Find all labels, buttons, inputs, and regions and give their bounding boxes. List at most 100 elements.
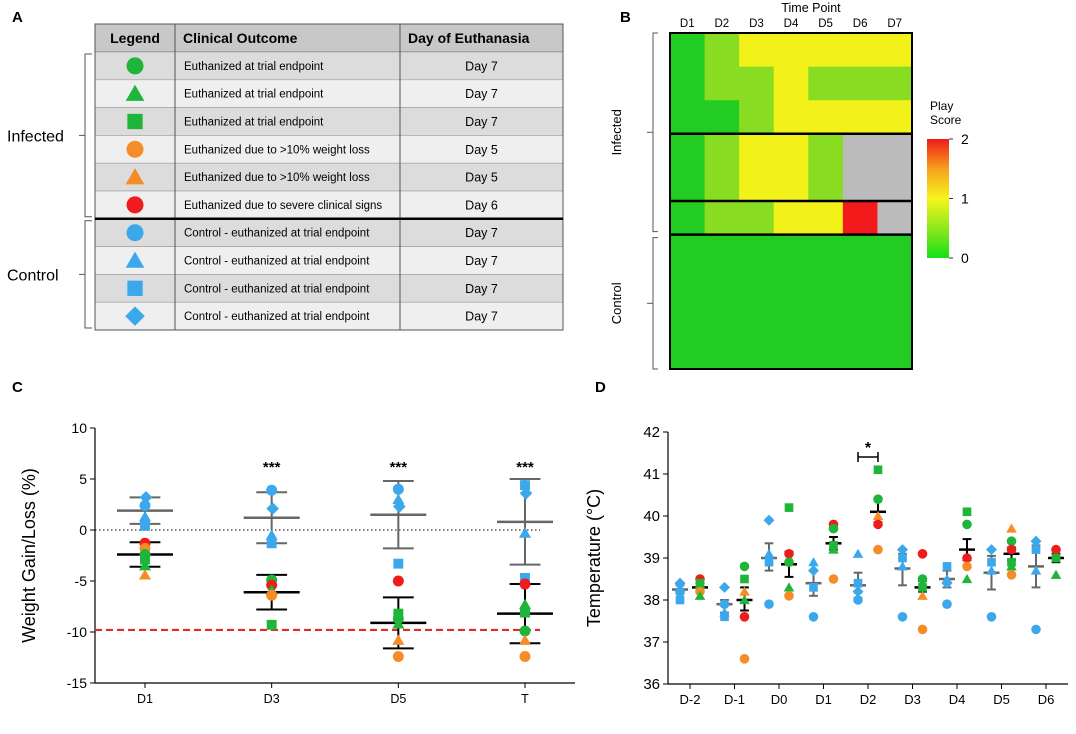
outcome-cell: Control - euthanized at trial endpoint [184,283,370,295]
heatmap-row-bracket [652,32,658,233]
data-point-blue-circle [675,586,685,597]
legend-symbol-green-triangle [125,84,145,101]
table-row [94,274,564,303]
outcome-cell: Euthanized due to severe clinical signs [184,200,382,212]
data-point-green-triangle [961,573,973,584]
y-tick-label: 5 [79,471,87,487]
outcome-cell: Euthanized due to >10% weight loss [184,172,370,184]
data-point-blue-diamond [852,586,864,598]
panel-a-legend-table: Legend Clinical Outcome Day of Euthanasia E… [7,23,564,331]
data-point-orange-circle [962,561,972,572]
outcome-cell: Euthanized at trial endpoint [184,61,324,73]
heatmap-cell [808,66,844,101]
data-point-green-circle [739,561,750,572]
data-point-orange-circle [873,544,883,555]
heatmap-cell [773,133,809,168]
day-cell: Day 7 [465,226,498,240]
data-point-blue-triangle [1030,565,1042,575]
data-point-orange-triangle [518,634,532,645]
group-label: Control [7,267,59,284]
heatmap-cell [670,33,706,68]
data-point-green-triangle [1006,561,1017,571]
heatmap-cell [842,100,878,135]
heatmap-cell [739,301,775,336]
data-point-orange-triangle [138,569,152,580]
heatmap-column-label: D2 [715,18,730,30]
outcome-cell: Euthanized due to >10% weight loss [184,144,370,156]
data-point-red-circle [917,549,928,559]
heatmap-cell [670,66,706,101]
y-tick-label: 36 [643,676,660,693]
x-tick-label: D5 [390,692,406,706]
data-point-blue-square [393,558,404,569]
heatmap-cell [808,268,844,303]
y-tick-label: 42 [643,424,660,441]
data-point-blue-square [898,553,907,563]
data-point-blue-square [520,572,530,583]
heatmap-cell [842,301,878,336]
data-point-green-square [962,507,972,517]
data-point-blue-triangle [138,510,152,522]
outcome-cell: Control - euthanized at trial endpoint [184,256,370,268]
heatmap-cell [877,100,913,135]
y-tick-label: -5 [75,573,88,589]
heatmap-cell [877,301,913,336]
data-point-blue-square [987,557,996,567]
data-point-blue-diamond [896,544,909,556]
y-tick-label: 41 [643,466,660,483]
data-point-blue-square [720,612,729,622]
heatmap-cell [808,201,844,236]
table-header-bg [94,23,564,53]
data-point-green-circle [962,519,972,530]
day-cell: Day 7 [465,310,498,324]
x-tick-label: D2 [860,692,877,707]
data-point-blue-triangle [518,527,532,538]
data-point-blue-circle [942,599,952,609]
data-point-orange-triangle [392,634,405,645]
data-point-blue-square [1031,545,1041,554]
data-point-blue-square [809,583,818,592]
data-point-blue-triangle [852,548,864,558]
x-tick-label: D3 [264,692,280,706]
data-point-blue-diamond [807,565,820,577]
data-point-red-circle [1006,544,1017,555]
heatmap-title: Time Point [781,1,841,15]
heatmap-cell [704,301,740,336]
data-point-green-circle [519,625,531,637]
heatmap-cell [877,234,913,269]
data-point-red-circle [392,575,404,587]
data-point-blue-square [266,538,277,549]
heatmap-cell [877,33,913,68]
y-axis-label: Temperature (°C) [584,489,604,627]
heatmap-cell [670,100,706,135]
heatmap-border [669,32,913,370]
x-tick-label: D5 [993,692,1010,707]
data-point-blue-triangle [763,548,775,558]
heatmap-cell [704,201,740,236]
y-tick-label: -10 [67,624,87,640]
data-point-green-triangle [392,618,405,629]
data-point-blue-diamond [266,502,279,515]
heatmap-cell [773,167,809,202]
data-point-orange-circle [1006,570,1017,580]
heatmap-cell [739,167,775,202]
data-point-green-triangle [518,598,532,610]
data-point-blue-diamond [139,491,153,504]
data-point-orange-triangle [872,510,884,521]
data-point-green-square [873,465,883,475]
day-cell: Day 5 [465,143,498,157]
outcome-cell: Euthanized at trial endpoint [184,117,324,129]
y-tick-label: 37 [643,634,660,651]
x-tick-label: D0 [771,692,788,707]
data-point-blue-diamond [393,500,406,513]
heatmap-cell [808,335,844,370]
colorbar-label: Play [930,99,953,113]
heatmap-cell [739,335,775,370]
legend-symbol-blue-triangle [125,251,145,268]
data-point-green-triangle [1050,569,1062,579]
significance-marker: *** [390,459,408,476]
table-row [94,79,564,108]
heatmap-row-bracket [652,237,658,370]
heatmap-cell [773,201,809,236]
